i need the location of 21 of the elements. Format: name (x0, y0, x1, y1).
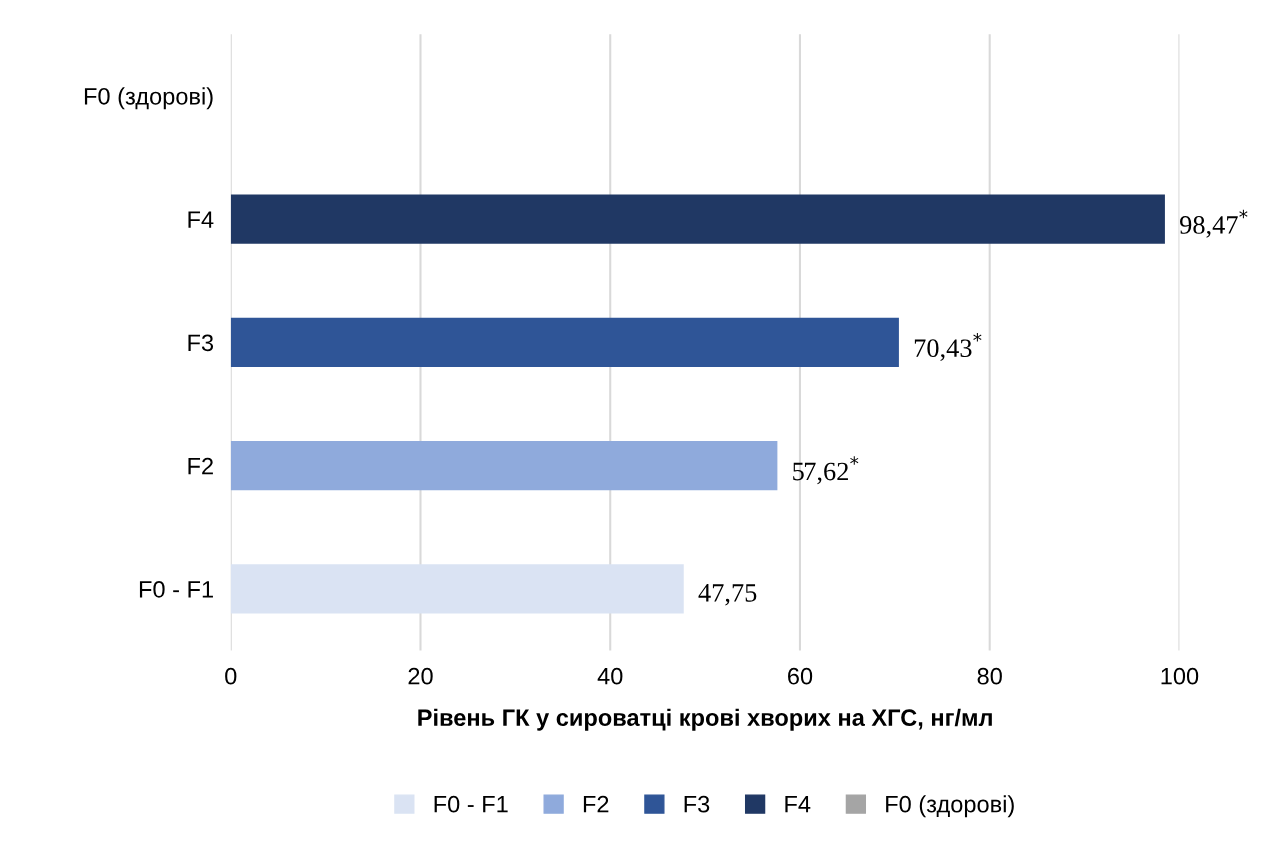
legend-label: F0 - F1 (434, 795, 508, 813)
y-tick-label: F0 (здорові) (84, 87, 213, 110)
legend-label: F4 (785, 796, 811, 813)
legend-label: F0 (здорові) (886, 795, 1014, 818)
x-tick-label: 80 (977, 667, 1002, 685)
legend-label: F2 (583, 795, 609, 813)
data-label: 47,75 (698, 584, 757, 606)
x-tick-label: 40 (597, 667, 623, 685)
data-label: 70,43$^{*}$ (914, 333, 982, 361)
y-tick-label: F2 (188, 457, 213, 475)
y-tick-label: F3 (188, 334, 214, 352)
x-tick-label: 0 (225, 667, 237, 685)
x-tick-label: 60 (788, 667, 813, 685)
legend-label: F3 (684, 795, 710, 813)
x-tick-label: 100 (1161, 667, 1199, 685)
data-label: 98,47$^{*}$ (1180, 209, 1248, 238)
x-tick-label: 20 (408, 667, 433, 685)
data-label: 57,62$^{*}$ (793, 456, 859, 485)
y-tick-label: F4 (188, 211, 214, 228)
y-tick-label: F0 - F1 (139, 581, 213, 598)
x-axis-title: Рівень ГК у сироватці крові хворих на ХГС, нг/мл (418, 708, 992, 731)
